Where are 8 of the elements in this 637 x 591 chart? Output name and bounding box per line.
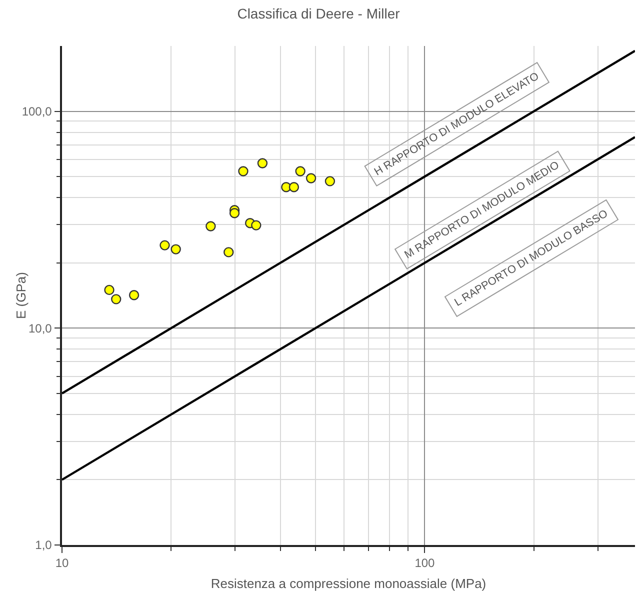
y-tick-label: 1,0: [35, 538, 52, 552]
x-tick-label: 100: [414, 556, 436, 570]
x-axis-title: Resistenza a compressione monoassiale (MPa): [210, 576, 486, 591]
chart-title: Classifica di Deere - Miller: [237, 6, 400, 22]
y-axis-title: E (GPa): [14, 272, 28, 319]
y-tick-label: 100,0: [22, 104, 52, 118]
y-tick-label: 10,0: [28, 321, 52, 336]
x-tick-label: 10: [55, 556, 69, 570]
